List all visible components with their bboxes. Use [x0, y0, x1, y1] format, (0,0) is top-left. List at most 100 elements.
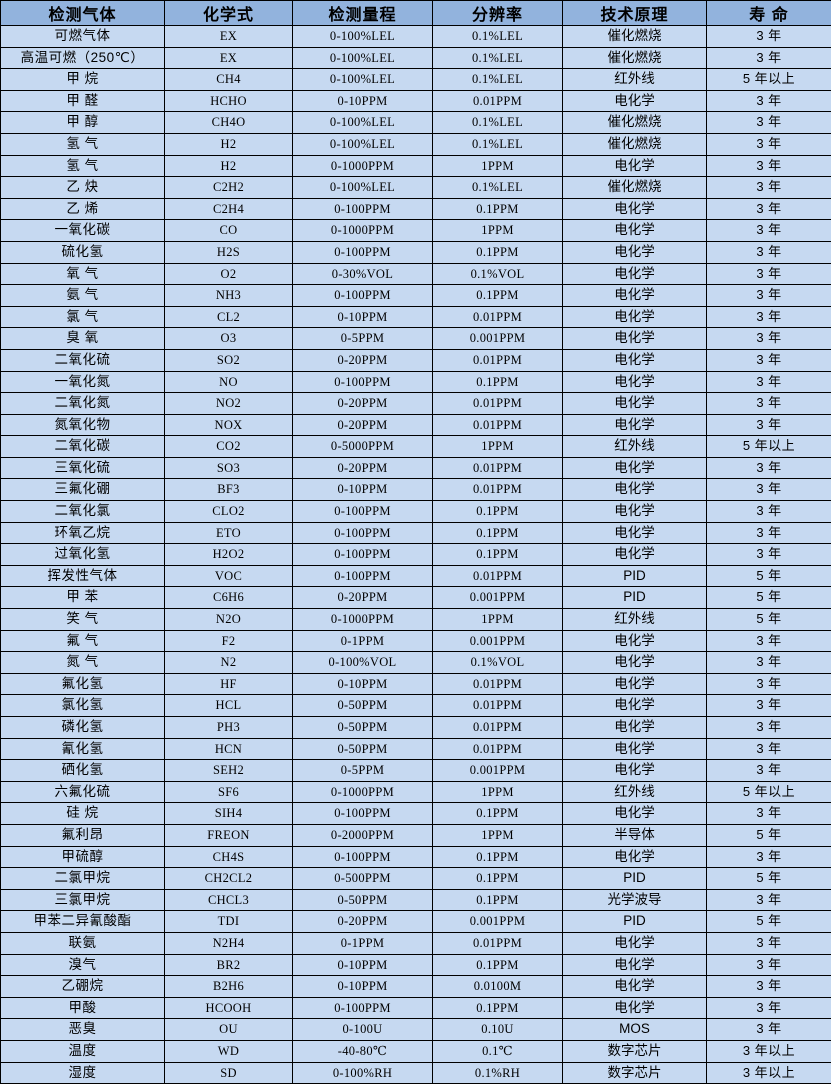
- cell-gas: 氯 气: [1, 306, 165, 328]
- cell-tech: 电化学: [563, 349, 707, 371]
- cell-tech: 数字芯片: [563, 1040, 707, 1062]
- column-header-range: 检测量程: [293, 1, 433, 26]
- cell-gas: 可燃气体: [1, 26, 165, 48]
- cell-life: 3 年: [707, 652, 831, 674]
- cell-formula: HCN: [165, 738, 293, 760]
- cell-life: 3 年: [707, 760, 831, 782]
- cell-res: 0.1%LEL: [433, 133, 563, 155]
- cell-res: 0.1%LEL: [433, 69, 563, 91]
- cell-gas: 乙 烯: [1, 198, 165, 220]
- cell-res: 0.01PPM: [433, 738, 563, 760]
- cell-tech: 电化学: [563, 155, 707, 177]
- cell-res: 0.1PPM: [433, 198, 563, 220]
- cell-life: 3 年: [707, 198, 831, 220]
- cell-range: 0-100%LEL: [293, 112, 433, 134]
- cell-formula: CH2CL2: [165, 868, 293, 890]
- cell-range: 0-20PPM: [293, 414, 433, 436]
- cell-life: 3 年: [707, 997, 831, 1019]
- cell-formula: H2O2: [165, 544, 293, 566]
- cell-tech: 电化学: [563, 479, 707, 501]
- cell-res: 0.10U: [433, 1019, 563, 1041]
- cell-tech: 催化燃烧: [563, 177, 707, 199]
- cell-tech: 电化学: [563, 717, 707, 739]
- cell-res: 0.01PPM: [433, 393, 563, 415]
- cell-res: 0.1%LEL: [433, 177, 563, 199]
- cell-range: 0-100%LEL: [293, 47, 433, 69]
- cell-range: 0-100%LEL: [293, 177, 433, 199]
- cell-range: 0-20PPM: [293, 457, 433, 479]
- cell-formula: FREON: [165, 824, 293, 846]
- cell-life: 3 年: [707, 133, 831, 155]
- cell-life: 3 年: [707, 501, 831, 523]
- cell-tech: PID: [563, 911, 707, 933]
- cell-gas: 二氧化氮: [1, 393, 165, 415]
- cell-tech: 电化学: [563, 652, 707, 674]
- cell-res: 0.01PPM: [433, 414, 563, 436]
- cell-life: 5 年: [707, 868, 831, 890]
- cell-gas: 硅 烷: [1, 803, 165, 825]
- cell-res: 0.1℃: [433, 1040, 563, 1062]
- cell-life: 3 年: [707, 47, 831, 69]
- cell-tech: 电化学: [563, 976, 707, 998]
- cell-formula: HF: [165, 673, 293, 695]
- cell-range: 0-10PPM: [293, 479, 433, 501]
- cell-range: 0-1000PPM: [293, 609, 433, 631]
- cell-range: 0-20PPM: [293, 587, 433, 609]
- cell-res: 1PPM: [433, 824, 563, 846]
- cell-tech: 电化学: [563, 241, 707, 263]
- column-header-resolution: 分辨率: [433, 1, 563, 26]
- cell-life: 3 年: [707, 1019, 831, 1041]
- cell-gas: 笑 气: [1, 609, 165, 631]
- cell-life: 3 年: [707, 717, 831, 739]
- cell-formula: NOX: [165, 414, 293, 436]
- cell-gas: 三氯甲烷: [1, 889, 165, 911]
- cell-formula: CO2: [165, 436, 293, 458]
- cell-res: 1PPM: [433, 220, 563, 242]
- cell-formula: O3: [165, 328, 293, 350]
- cell-life: 3 年: [707, 889, 831, 911]
- cell-range: 0-30%VOL: [293, 263, 433, 285]
- cell-life: 3 年: [707, 177, 831, 199]
- cell-formula: BF3: [165, 479, 293, 501]
- cell-formula: CH4O: [165, 112, 293, 134]
- cell-res: 0.1PPM: [433, 522, 563, 544]
- cell-formula: N2O: [165, 609, 293, 631]
- cell-life: 3 年: [707, 263, 831, 285]
- cell-gas: 六氟化硫: [1, 781, 165, 803]
- cell-res: 0.1PPM: [433, 889, 563, 911]
- cell-formula: NO2: [165, 393, 293, 415]
- cell-life: 3 年: [707, 630, 831, 652]
- cell-formula: H2S: [165, 241, 293, 263]
- cell-res: 0.001PPM: [433, 328, 563, 350]
- cell-tech: 电化学: [563, 501, 707, 523]
- cell-life: 3 年: [707, 155, 831, 177]
- cell-formula: SF6: [165, 781, 293, 803]
- cell-tech: 电化学: [563, 90, 707, 112]
- cell-res: 0.1%LEL: [433, 26, 563, 48]
- cell-range: 0-100PPM: [293, 544, 433, 566]
- cell-formula: SO2: [165, 349, 293, 371]
- cell-life: 5 年以上: [707, 781, 831, 803]
- cell-gas: 氟化氢: [1, 673, 165, 695]
- cell-tech: 电化学: [563, 198, 707, 220]
- cell-tech: 电化学: [563, 522, 707, 544]
- cell-gas: 三氟化硼: [1, 479, 165, 501]
- cell-formula: CLO2: [165, 501, 293, 523]
- cell-res: 1PPM: [433, 155, 563, 177]
- cell-range: 0-1000PPM: [293, 155, 433, 177]
- cell-tech: 电化学: [563, 997, 707, 1019]
- cell-life: 3 年: [707, 371, 831, 393]
- cell-tech: 红外线: [563, 781, 707, 803]
